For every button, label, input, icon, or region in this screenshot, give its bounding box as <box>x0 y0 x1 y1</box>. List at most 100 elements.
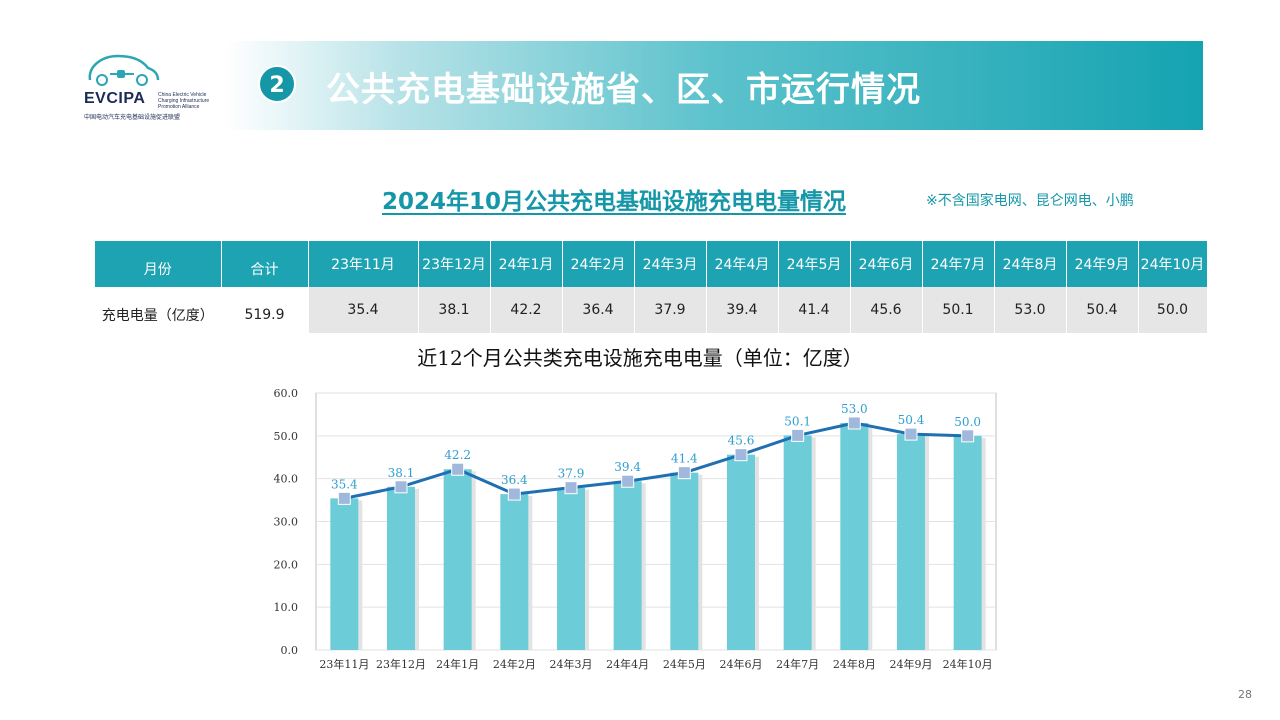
value-cell: 50.0 <box>1138 287 1208 333</box>
x-tick-label: 24年8月 <box>833 657 876 671</box>
value-cell: 39.4 <box>706 287 779 333</box>
section-number-badge: 2 <box>258 65 296 103</box>
data-label: 38.1 <box>388 466 415 480</box>
total-value: 519.9 <box>221 287 309 333</box>
value-cell: 37.9 <box>634 287 707 333</box>
data-label: 39.4 <box>614 460 641 474</box>
data-label: 50.4 <box>898 413 925 427</box>
bar <box>670 472 699 650</box>
x-tick-label: 24年9月 <box>890 657 933 671</box>
y-tick-label: 30.0 <box>274 516 299 529</box>
data-point <box>451 462 465 476</box>
data-label: 42.2 <box>444 448 471 462</box>
bar <box>897 434 925 650</box>
x-tick-label: 24年2月 <box>493 657 536 671</box>
x-tick-label: 23年12月 <box>376 657 426 671</box>
x-tick-label: 24年4月 <box>606 657 649 671</box>
value-cell: 38.1 <box>418 287 491 333</box>
value-cell: 50.4 <box>1066 287 1139 333</box>
data-point <box>961 429 975 443</box>
footnote: ※不含国家电网、昆仑网电、小鹏 <box>926 193 1134 209</box>
header-cell-month-4: 24年1月 <box>490 241 563 287</box>
data-point <box>564 481 578 495</box>
x-tick-label: 24年6月 <box>720 657 763 671</box>
y-tick-label: 50.0 <box>274 430 299 443</box>
y-tick-label: 0.0 <box>281 644 299 657</box>
evcipa-logo: EVCIPA China Electric Vehicle Charging In… <box>84 50 214 122</box>
bar <box>387 486 415 650</box>
data-label: 50.0 <box>954 415 981 429</box>
bar <box>953 435 982 650</box>
header-cell-month: 月份 <box>95 241 222 287</box>
value-cell: 45.6 <box>850 287 923 333</box>
value-cell: 35.4 <box>308 287 419 333</box>
table-title: 2024年10月公共充电基础设施充电电量情况 <box>382 189 847 215</box>
series-line <box>344 421 968 500</box>
y-tick-label: 60.0 <box>274 387 299 400</box>
header-cell-month-10: 24年7月 <box>922 241 995 287</box>
value-cell: 50.1 <box>922 287 995 333</box>
x-tick-label: 24年5月 <box>663 657 706 671</box>
page-title: 公共充电基础设施省、区、市运行情况 <box>326 70 921 110</box>
bar <box>840 422 869 650</box>
data-label: 41.4 <box>671 452 698 466</box>
bar <box>443 469 472 650</box>
data-point <box>904 427 918 441</box>
header-cell-month-6: 24年3月 <box>634 241 707 287</box>
header-cell-month-5: 24年2月 <box>562 241 635 287</box>
header-cell-total: 合计 <box>221 241 309 287</box>
header-cell-month-8: 24年5月 <box>778 241 851 287</box>
page-number: 28 <box>1238 688 1252 701</box>
bar <box>613 481 642 650</box>
table-row: 充电电量（亿度） 519.9 35.4 38.1 42.2 36.4 37.9 39.4 41.… <box>95 287 1208 333</box>
y-tick-label: 20.0 <box>274 558 299 571</box>
bar <box>727 454 755 650</box>
bar <box>500 494 529 650</box>
header-cell-month-3: 23年12月 <box>418 241 491 287</box>
value-cell: 42.2 <box>490 287 563 333</box>
header-cell-month-12: 24年9月 <box>1066 241 1139 287</box>
data-point <box>337 491 351 505</box>
x-tick-label: 23年11月 <box>319 657 369 671</box>
row-label: 充电电量（亿度） <box>95 287 222 333</box>
x-tick-label: 24年1月 <box>436 657 479 671</box>
bar <box>330 498 359 650</box>
y-tick-label: 10.0 <box>274 601 299 614</box>
data-label: 53.0 <box>841 402 868 416</box>
data-label: 50.1 <box>784 414 811 428</box>
data-point <box>394 480 408 494</box>
charging-volume-table: 月份 合计 23年11月 23年12月 24年1月 24年2月 24年3月 24年4月 24年5… <box>95 241 1208 333</box>
x-tick-label: 24年3月 <box>550 657 593 671</box>
y-tick-label: 40.0 <box>274 473 299 486</box>
value-cell: 41.4 <box>778 287 851 333</box>
header-cell-month-7: 24年4月 <box>706 241 779 287</box>
data-label: 36.4 <box>501 473 528 487</box>
x-tick-label: 24年10月 <box>943 657 993 671</box>
data-label: 37.9 <box>558 467 585 481</box>
table-header-row: 月份 合计 23年11月 23年12月 24年1月 24年2月 24年3月 24年4月 24年5… <box>95 241 1208 287</box>
header-cell-month-9: 24年6月 <box>850 241 923 287</box>
data-point <box>507 487 521 501</box>
header-cell-month-13: 24年10月 <box>1138 241 1208 287</box>
logo-english: China Electric Vehicle Charging Infrastru… <box>158 92 210 110</box>
data-point <box>847 416 861 430</box>
data-point <box>621 474 635 488</box>
bar <box>557 487 585 650</box>
value-cell: 36.4 <box>562 287 635 333</box>
x-tick-label: 24年7月 <box>776 657 819 671</box>
data-point <box>791 428 805 442</box>
logo-name: EVCIPA <box>84 90 146 107</box>
header-cell-month-11: 24年8月 <box>994 241 1067 287</box>
car-plug-icon <box>88 54 160 86</box>
chart-title: 近12个月公共类充电设施充电电量（单位：亿度） <box>417 346 863 370</box>
data-point <box>677 466 691 480</box>
data-point <box>734 448 748 462</box>
data-label: 35.4 <box>331 477 358 491</box>
logo-chinese: 中国电动汽车充电基础设施促进联盟 <box>84 114 181 121</box>
data-label: 45.6 <box>728 434 755 448</box>
bar <box>783 435 812 650</box>
header-cell-month-2: 23年11月 <box>308 241 419 287</box>
header-band <box>226 41 1203 130</box>
value-cell: 53.0 <box>994 287 1067 333</box>
